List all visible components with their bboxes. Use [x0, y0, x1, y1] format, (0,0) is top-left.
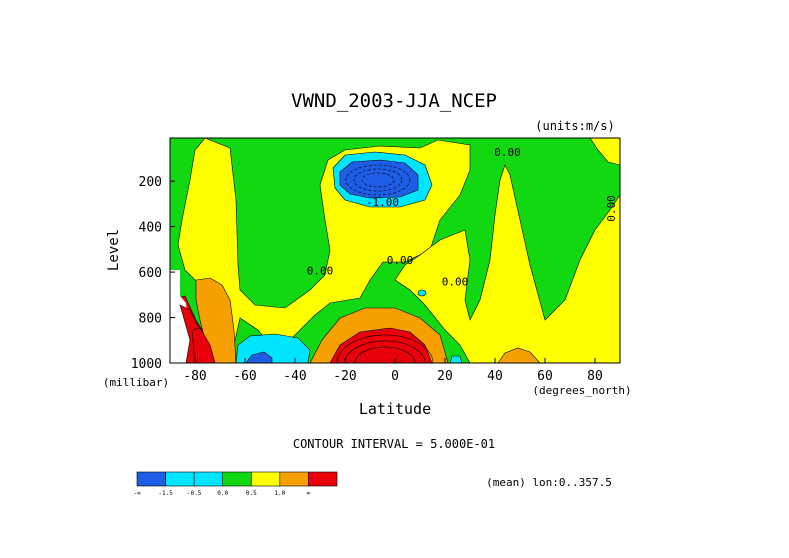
y-tick-label-0: 200 [139, 175, 162, 190]
solid-contour-center-2 [344, 340, 426, 363]
yellow-region-center [394, 164, 620, 363]
red-region-center [329, 327, 433, 363]
x-tick-label-4: 0 [391, 369, 399, 384]
colorbar-swatch-4 [250, 471, 281, 487]
colorbar-swatch-2 [193, 471, 224, 487]
contour-label-1: 0.00 [494, 146, 521, 159]
x-tick-label-0: -80 [183, 369, 206, 384]
solid-contour-center-1 [336, 334, 434, 363]
y-tick-label-4: 1000 [131, 357, 162, 372]
y-tick-label-2: 600 [139, 266, 162, 281]
contour-lines [336, 164, 434, 363]
x-tick-label-8: 80 [587, 369, 603, 384]
colorbar-label-5: 1.0 [274, 490, 285, 497]
colorbar: -∞ -1.5 -0.5 0.0 0.5 1.0 ∞ [133, 471, 338, 497]
y-tick-label-1: 400 [139, 221, 162, 236]
contour-label-5: 0.00 [387, 254, 414, 267]
x-unit-label: (degrees_north) [532, 384, 631, 397]
dashed-contour-2 [353, 168, 403, 192]
axis-ticks: -80 -60 -40 -20 0 20 40 60 80 200 400 600 800 1000 [131, 175, 603, 384]
x-tick-label-2: -40 [283, 369, 306, 384]
colorbar-label-4: 0.5 [246, 490, 257, 497]
colorbar-label-3: 0.0 [217, 490, 228, 497]
orange-region-east [497, 347, 541, 363]
colorbar-swatch-1 [165, 471, 195, 487]
red-core-southwest [191, 327, 216, 363]
white-gap-southwest [170, 270, 190, 363]
cyan-blob-east [449, 355, 463, 363]
x-axis-label: Latitude [359, 400, 431, 418]
y-unit-label: (millibar) [103, 376, 169, 389]
x-tick-label-5: 20 [437, 369, 453, 384]
contour-label-3: 0.00 [605, 195, 618, 222]
dashed-contour-3 [361, 172, 395, 188]
cyan-blob-small [417, 289, 427, 297]
yellow-region-northeast [589, 138, 620, 166]
colorbar-label-1: -1.5 [158, 490, 173, 497]
contour-interval-text: CONTOUR INTERVAL = 5.000E-01 [293, 437, 495, 451]
units-label: (units:m/s) [535, 119, 614, 133]
contour-label-4: 0.00 [307, 264, 334, 277]
y-axis-label: Level [106, 229, 122, 271]
plot-area: 0.00 0.00 -1.00 0.00 0.00 0.00 0.00 [170, 128, 620, 363]
mean-longitude-text: (mean) lon:0..357.5 [486, 476, 612, 489]
contour-label-6: 0.00 [442, 276, 469, 289]
x-tick-label-3: -20 [333, 369, 356, 384]
colorbar-swatch-0 [136, 471, 166, 487]
colorbar-swatch-3 [222, 471, 252, 487]
colorbar-swatch-5 [279, 471, 309, 487]
solid-contour-center-3 [354, 346, 416, 363]
dashed-contour-1 [345, 164, 411, 196]
y-tick-label-3: 800 [139, 312, 162, 327]
contour-label-0: 0.00 [177, 128, 204, 141]
colorbar-swatch-6 [308, 471, 338, 487]
contour-labels: 0.00 0.00 -1.00 0.00 0.00 0.00 0.00 [177, 128, 618, 289]
chart-title: VWND_2003-JJA_NCEP [291, 90, 497, 112]
colorbar-label-0: -∞ [133, 490, 141, 497]
blue-region-southwest [245, 351, 273, 363]
colorbar-label-6: ∞ [307, 490, 311, 497]
blue-region-upper [339, 159, 419, 199]
x-tick-label-6: 40 [487, 369, 503, 384]
colorbar-label-2: -0.5 [187, 490, 202, 497]
contour-label-2: -1.00 [366, 196, 399, 209]
x-tick-label-7: 60 [537, 369, 553, 384]
x-tick-label-1: -60 [233, 369, 256, 384]
